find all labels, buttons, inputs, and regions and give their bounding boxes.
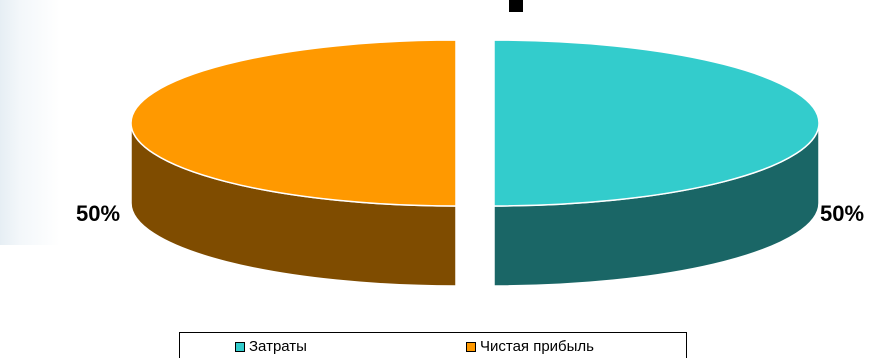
pie-slice-top-0 — [493, 39, 820, 207]
title-fragment — [509, 0, 523, 12]
legend: Затраты Чистая прибыль — [179, 332, 687, 358]
legend-swatch-zatraty — [235, 341, 245, 352]
pie-slice-chistaya-pribyl — [130, 39, 457, 287]
legend-swatch-chistaya-pribyl — [466, 341, 476, 352]
pie-slice-top-1 — [130, 39, 457, 207]
data-label-zatraty: 50% — [820, 201, 865, 226]
legend-item-zatraty: Затраты — [235, 338, 307, 355]
pie-slice-zatraty — [493, 39, 820, 287]
legend-label-zatraty: Затраты — [249, 338, 307, 355]
pie-chart — [130, 39, 820, 287]
legend-label-chistaya-pribyl: Чистая прибыль — [480, 338, 594, 355]
data-label-chistaya-pribyl: 50% — [76, 201, 121, 226]
legend-item-chistaya-pribyl: Чистая прибыль — [466, 338, 594, 355]
